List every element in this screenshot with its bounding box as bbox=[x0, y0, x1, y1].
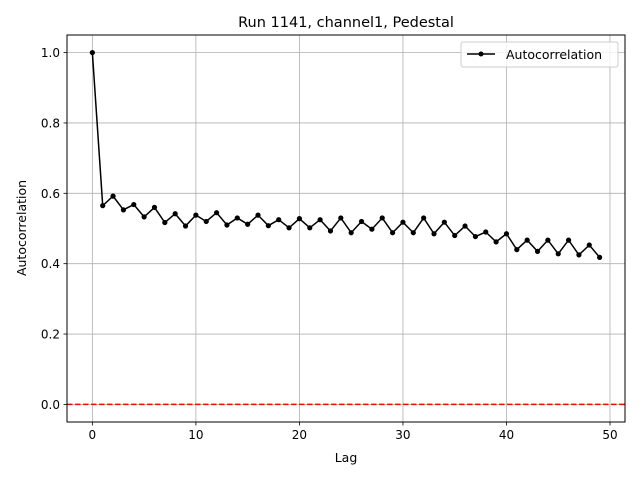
chart-title: Run 1141, channel1, Pedestal bbox=[238, 15, 454, 31]
data-point bbox=[389, 230, 396, 236]
data-point bbox=[338, 215, 344, 221]
data-point bbox=[555, 251, 561, 257]
y-axis-label: Autocorrelation bbox=[14, 180, 29, 276]
data-point bbox=[514, 247, 520, 253]
legend: Autocorrelation bbox=[460, 41, 619, 68]
x-axis-label: Lag bbox=[335, 450, 358, 465]
data-point bbox=[193, 212, 199, 218]
y-tick-label: 0.2 bbox=[41, 328, 60, 342]
data-point bbox=[296, 216, 303, 222]
data-point bbox=[545, 237, 551, 243]
data-point bbox=[534, 248, 541, 254]
x-tick-label: 10 bbox=[188, 428, 203, 442]
data-point bbox=[276, 217, 282, 223]
data-point bbox=[141, 214, 147, 220]
legend-label: Autocorrelation bbox=[506, 47, 602, 62]
data-point bbox=[493, 239, 499, 245]
x-tick-label: 20 bbox=[292, 428, 307, 442]
data-point bbox=[162, 219, 168, 226]
data-point bbox=[462, 223, 468, 229]
y-tick-label: 0.6 bbox=[41, 187, 60, 201]
data-point bbox=[472, 233, 479, 240]
x-tick-label: 0 bbox=[89, 428, 97, 442]
data-point bbox=[89, 49, 95, 56]
data-point bbox=[307, 225, 313, 231]
data-point bbox=[224, 222, 230, 228]
x-tick-label: 40 bbox=[499, 428, 514, 442]
ticks: 0 10 20 30 40 50 0.0 0.2 0.4 0.6 0.8 1.0 bbox=[41, 46, 618, 442]
data-point bbox=[182, 223, 189, 229]
data-point bbox=[421, 215, 427, 221]
series-autocorrelation bbox=[89, 49, 603, 260]
series-line bbox=[91, 52, 601, 258]
data-point bbox=[400, 219, 406, 225]
data-point bbox=[410, 230, 416, 236]
data-point bbox=[213, 210, 220, 216]
data-point bbox=[576, 252, 582, 258]
data-point bbox=[358, 218, 365, 225]
y-tick-label: 1.0 bbox=[41, 46, 60, 60]
data-point bbox=[503, 231, 510, 237]
y-tick-label: 0.4 bbox=[41, 257, 60, 271]
data-point bbox=[151, 204, 158, 210]
data-point bbox=[441, 219, 447, 225]
data-point bbox=[245, 221, 251, 227]
data-point bbox=[234, 215, 240, 221]
data-point bbox=[586, 242, 592, 248]
data-point bbox=[452, 232, 458, 239]
plot-frame bbox=[66, 34, 626, 423]
legend-box bbox=[460, 41, 619, 68]
data-point bbox=[369, 226, 375, 232]
data-point bbox=[172, 211, 178, 217]
x-tick-label: 50 bbox=[602, 428, 617, 442]
data-point bbox=[203, 218, 209, 225]
y-tick-label: 0.0 bbox=[41, 398, 60, 412]
data-point bbox=[317, 217, 323, 223]
data-point bbox=[483, 229, 489, 235]
data-point bbox=[379, 215, 385, 221]
data-point bbox=[327, 228, 334, 234]
data-point bbox=[431, 231, 437, 237]
data-point bbox=[100, 203, 106, 209]
data-point bbox=[524, 237, 530, 243]
data-point bbox=[255, 212, 261, 218]
y-tick-label: 0.8 bbox=[41, 116, 60, 130]
data-point bbox=[565, 237, 572, 243]
x-tick-label: 30 bbox=[395, 428, 410, 442]
data-point bbox=[348, 230, 354, 236]
data-point bbox=[597, 254, 603, 260]
data-point bbox=[120, 207, 127, 213]
data-point bbox=[286, 225, 292, 231]
data-point bbox=[131, 201, 137, 208]
data-point bbox=[265, 223, 271, 229]
data-point bbox=[110, 193, 116, 199]
legend-marker bbox=[478, 51, 484, 57]
